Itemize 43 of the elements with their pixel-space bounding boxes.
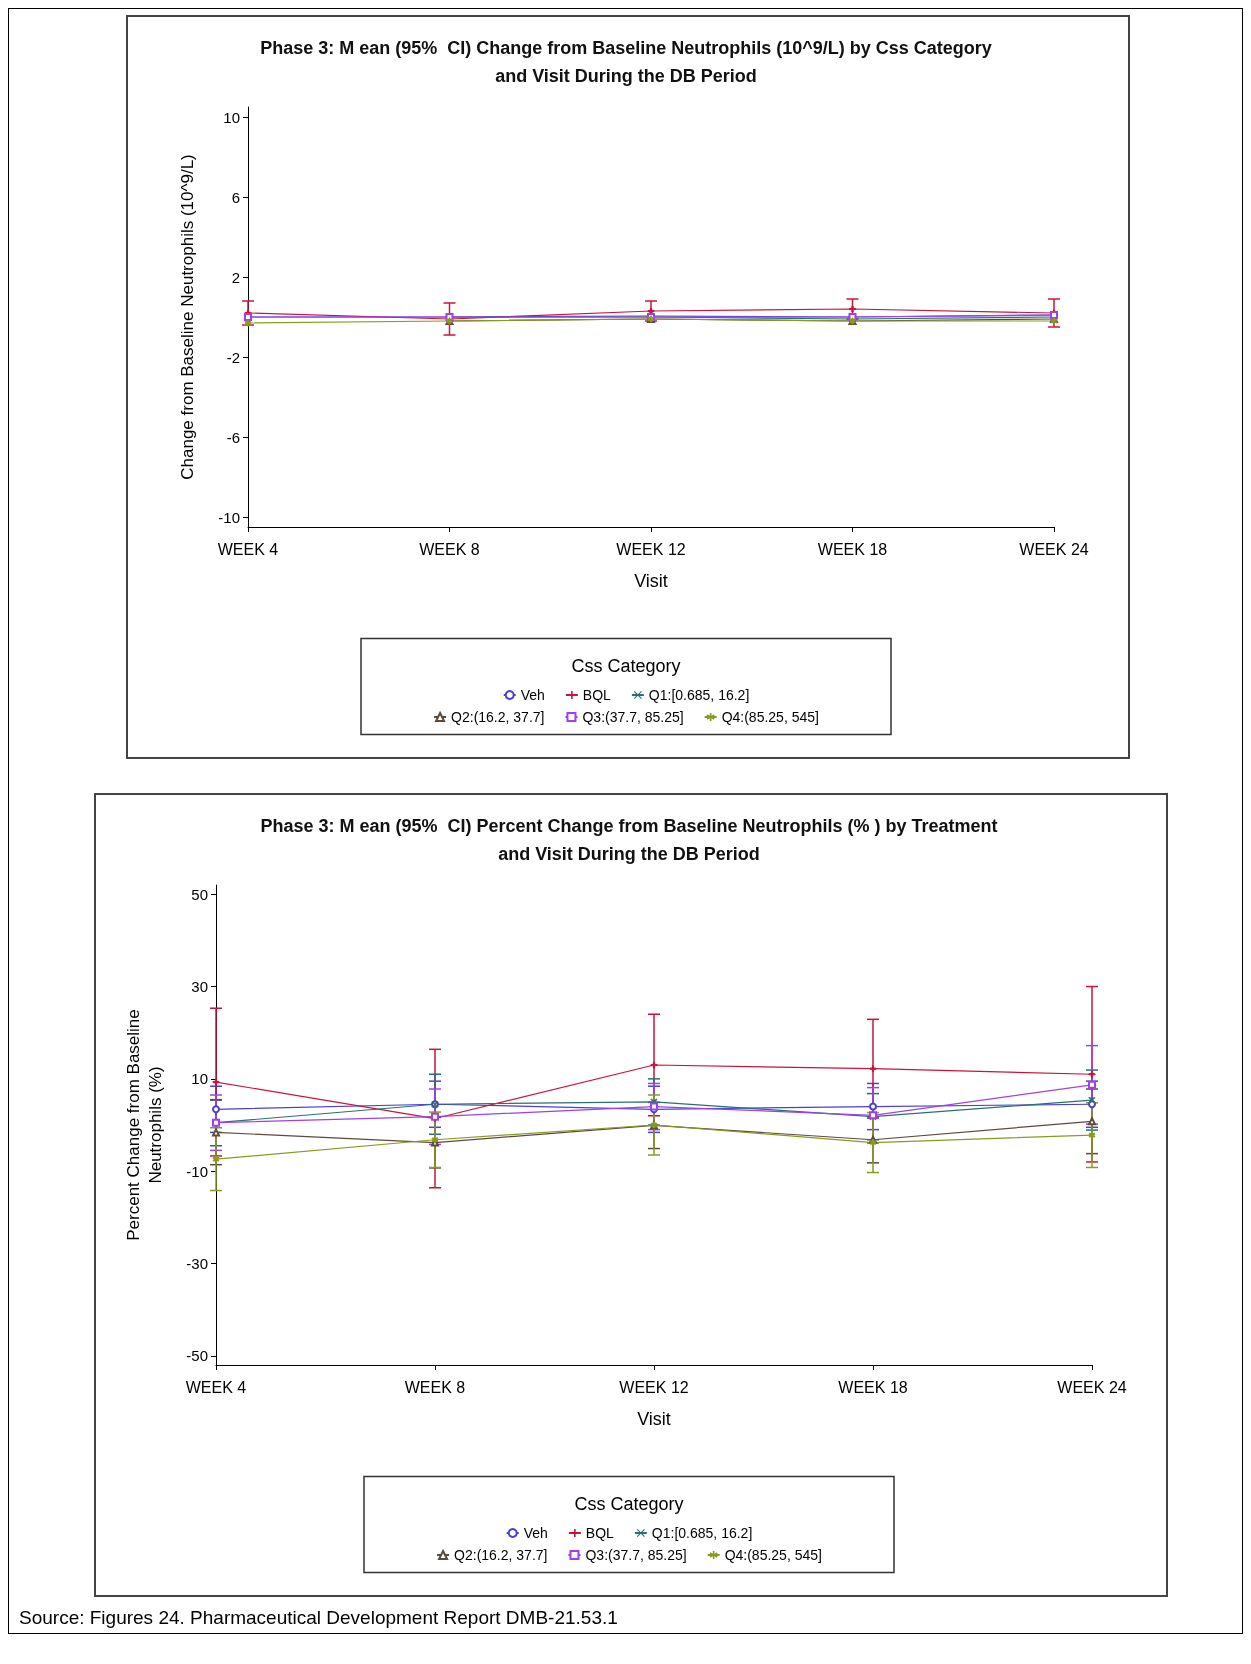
legend-label: Q1:[0.685, 16.2] [651,1525,753,1541]
y-axis-title: Percent Change from Baseline Neutrophils (%) [123,1009,165,1241]
source-note: Source: Figures 24. Pharmaceutical Development Report DMB-21.53.1 [19,1607,619,1629]
y-tick-label: -30 [186,1254,208,1272]
x-tick-label: WEEK 18 [817,540,888,558]
x-tick-label: WEEK 4 [217,540,279,558]
legend-label: Q4:(85.25, 545] [721,709,819,725]
y-tick-label: 2 [231,268,240,286]
y-tick-label: 10 [223,108,240,126]
legend-title: Css Category [571,656,681,676]
x-tick-label: WEEK 12 [616,540,686,558]
x-tick-label: WEEK 4 [185,1378,247,1396]
legend-label: BQL [582,687,612,703]
legend-label: Q4:(85.25, 545] [724,1547,822,1563]
x-axis-title: Visit [637,1409,671,1429]
chart-title: Phase 3: M ean (95% CI) Percent Change from Baseline Neutrophils (% ) by Treatment and Visit During the DB Period [260,816,998,864]
y-tick-label: -10 [218,508,240,526]
legend-label: Q1:[0.685, 16.2] [648,687,750,703]
legend-label: Q2:(16.2, 37.7] [451,709,545,725]
legend-label: Q3:(37.7, 85.25] [585,1547,687,1563]
y-tick-label: -6 [226,428,240,446]
legend-title: Css Category [574,1494,684,1514]
x-tick-label: WEEK 12 [619,1378,689,1396]
x-tick-label: WEEK 8 [404,1378,466,1396]
y-tick-label: 6 [231,188,240,206]
x-tick-label: WEEK 24 [1057,1378,1127,1396]
y-axis-title: Change from Baseline Neutrophils (10^9/L) [177,154,197,480]
x-tick-label: WEEK 8 [419,540,480,558]
y-tick-label: 10 [191,1070,208,1088]
legend-label: BQL [585,1525,615,1541]
y-tick-label: 30 [191,978,208,996]
legend-label: Veh [523,1525,548,1541]
y-tick-label: -50 [186,1347,208,1365]
y-tick-label: -10 [186,1162,208,1180]
legend-label: Veh [520,687,545,703]
chart-title: Phase 3: M ean (95% CI) Change from Baseline Neutrophils (10^9/L) by Css Category and Visit During the DB Period [260,38,992,86]
x-axis-title: Visit [634,571,668,591]
x-tick-label: WEEK 24 [1019,540,1089,558]
legend-label: Q2:(16.2, 37.7] [454,1547,548,1563]
y-tick-label: -2 [226,348,240,366]
legend-label: Q3:(37.7, 85.25] [582,709,684,725]
x-tick-label: WEEK 18 [838,1378,908,1396]
y-tick-label: 50 [191,885,208,903]
